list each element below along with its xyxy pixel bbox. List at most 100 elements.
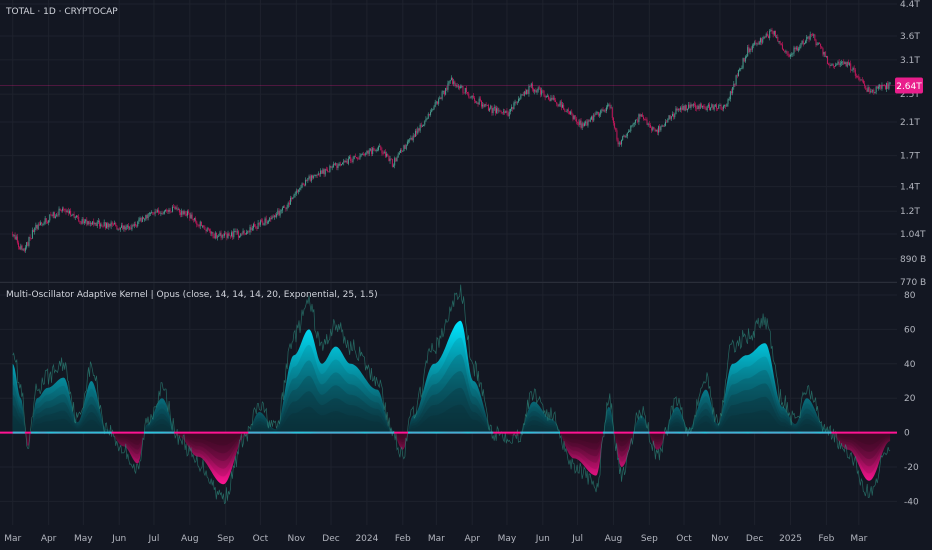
candle-body: [111, 222, 113, 225]
candle-body: [778, 41, 780, 43]
osc-negative-area: [12, 432, 891, 485]
candle-body: [30, 238, 32, 240]
candle-body: [279, 210, 281, 216]
candle-body: [360, 154, 362, 156]
candle-body: [609, 104, 611, 108]
candle-body: [457, 86, 459, 88]
candle-body: [382, 153, 384, 155]
candle-body: [418, 128, 420, 131]
candle-body: [44, 218, 46, 224]
candle-body: [254, 224, 256, 227]
candle-body: [437, 101, 439, 104]
candle-body: [119, 227, 121, 230]
candle-body: [427, 113, 429, 119]
candle-body: [468, 93, 470, 97]
candle-body: [862, 80, 864, 84]
candle-body: [180, 212, 182, 215]
candle-body: [655, 129, 657, 132]
candle-body: [185, 213, 187, 216]
candle-body: [330, 165, 332, 168]
price-tick-label: 1.7T: [900, 152, 920, 162]
candle-body: [740, 68, 742, 70]
candle-body: [747, 47, 749, 57]
candle-body: [37, 224, 39, 229]
candle-body: [776, 37, 778, 38]
candle-body: [177, 209, 179, 210]
candle-body: [38, 224, 40, 226]
candle-body: [112, 224, 114, 226]
candle-body: [579, 120, 581, 125]
candle-body: [666, 121, 668, 123]
candle-body: [586, 121, 588, 126]
candle-body: [143, 217, 145, 219]
candle-body: [301, 183, 303, 188]
candle-body: [663, 125, 665, 127]
price-pane[interactable]: [0, 27, 897, 253]
candle-body: [134, 224, 136, 226]
candle-body: [726, 103, 728, 107]
candle-body: [757, 43, 759, 45]
candle-body: [99, 220, 101, 227]
time-axis[interactable]: Mar Apr May Jun Jul Aug Sep Oct Nov Dec 2024 Feb Mar…: [4, 534, 867, 544]
candle-body: [374, 149, 376, 151]
time-tick-label: Sep: [641, 534, 658, 544]
candle-body: [290, 197, 292, 205]
candle-body: [160, 213, 162, 214]
candle-body: [328, 171, 330, 173]
candle-body: [403, 145, 405, 152]
candle-body: [226, 233, 228, 238]
candle-body: [281, 207, 283, 211]
candle-body: [530, 83, 532, 87]
candle-body: [566, 109, 568, 112]
candle-body: [210, 230, 212, 234]
candle-body: [868, 87, 870, 92]
oscillator-pane[interactable]: [0, 284, 897, 505]
time-tick-label: Jun: [535, 534, 550, 544]
candle-body: [406, 141, 408, 145]
price-tick-label: 2.5T: [900, 90, 920, 100]
candle-body: [769, 30, 771, 39]
candle-body: [288, 202, 290, 205]
candle-body: [271, 216, 273, 220]
candle-body: [222, 234, 224, 236]
candle-body: [320, 170, 322, 175]
candle-body: [511, 107, 513, 109]
candle-body: [522, 94, 524, 96]
candle-body: [766, 33, 768, 37]
time-tick-label: Nov: [711, 534, 729, 544]
candle-body: [812, 34, 814, 36]
candle-body: [831, 64, 833, 66]
candle-body: [743, 58, 745, 62]
candle-body: [752, 44, 754, 46]
candle-body: [681, 107, 683, 110]
candle-body: [118, 228, 120, 230]
indicator-title[interactable]: Multi-Oscillator Adaptive Kernel | Opus …: [6, 290, 378, 300]
candle-body: [426, 118, 428, 120]
candle-body: [497, 108, 499, 112]
symbol-title[interactable]: TOTAL · 1D · CRYPTOCAP: [5, 7, 118, 17]
candle-body: [515, 101, 517, 103]
candle-body: [371, 149, 373, 154]
candle-body: [589, 119, 591, 122]
candle-body: [133, 224, 135, 227]
candle-body: [306, 179, 308, 181]
candle-body: [714, 104, 716, 107]
candle-body: [820, 43, 822, 47]
price-axis[interactable]: 4.4T 3.6T 3.1T 2.5T 2.1T 1.7T 1.4T 1.2T 1.04T 890…: [895, 0, 926, 288]
candle-body: [872, 89, 874, 92]
candle-body: [136, 225, 138, 227]
candle-body: [368, 150, 370, 154]
candle-body: [375, 150, 377, 151]
candle-body: [384, 151, 386, 157]
candle-body: [411, 137, 413, 141]
candle-body: [59, 208, 61, 211]
candle-body: [875, 86, 877, 93]
last-price-badge[interactable]: [895, 77, 923, 94]
candle-body: [58, 208, 60, 216]
oscillator-axis[interactable]: 80 60 40 20 0 -20 -40: [904, 291, 919, 507]
candle-body: [233, 231, 235, 238]
candle-body: [184, 211, 186, 214]
candle-body: [88, 221, 90, 224]
candle-body: [802, 40, 804, 45]
